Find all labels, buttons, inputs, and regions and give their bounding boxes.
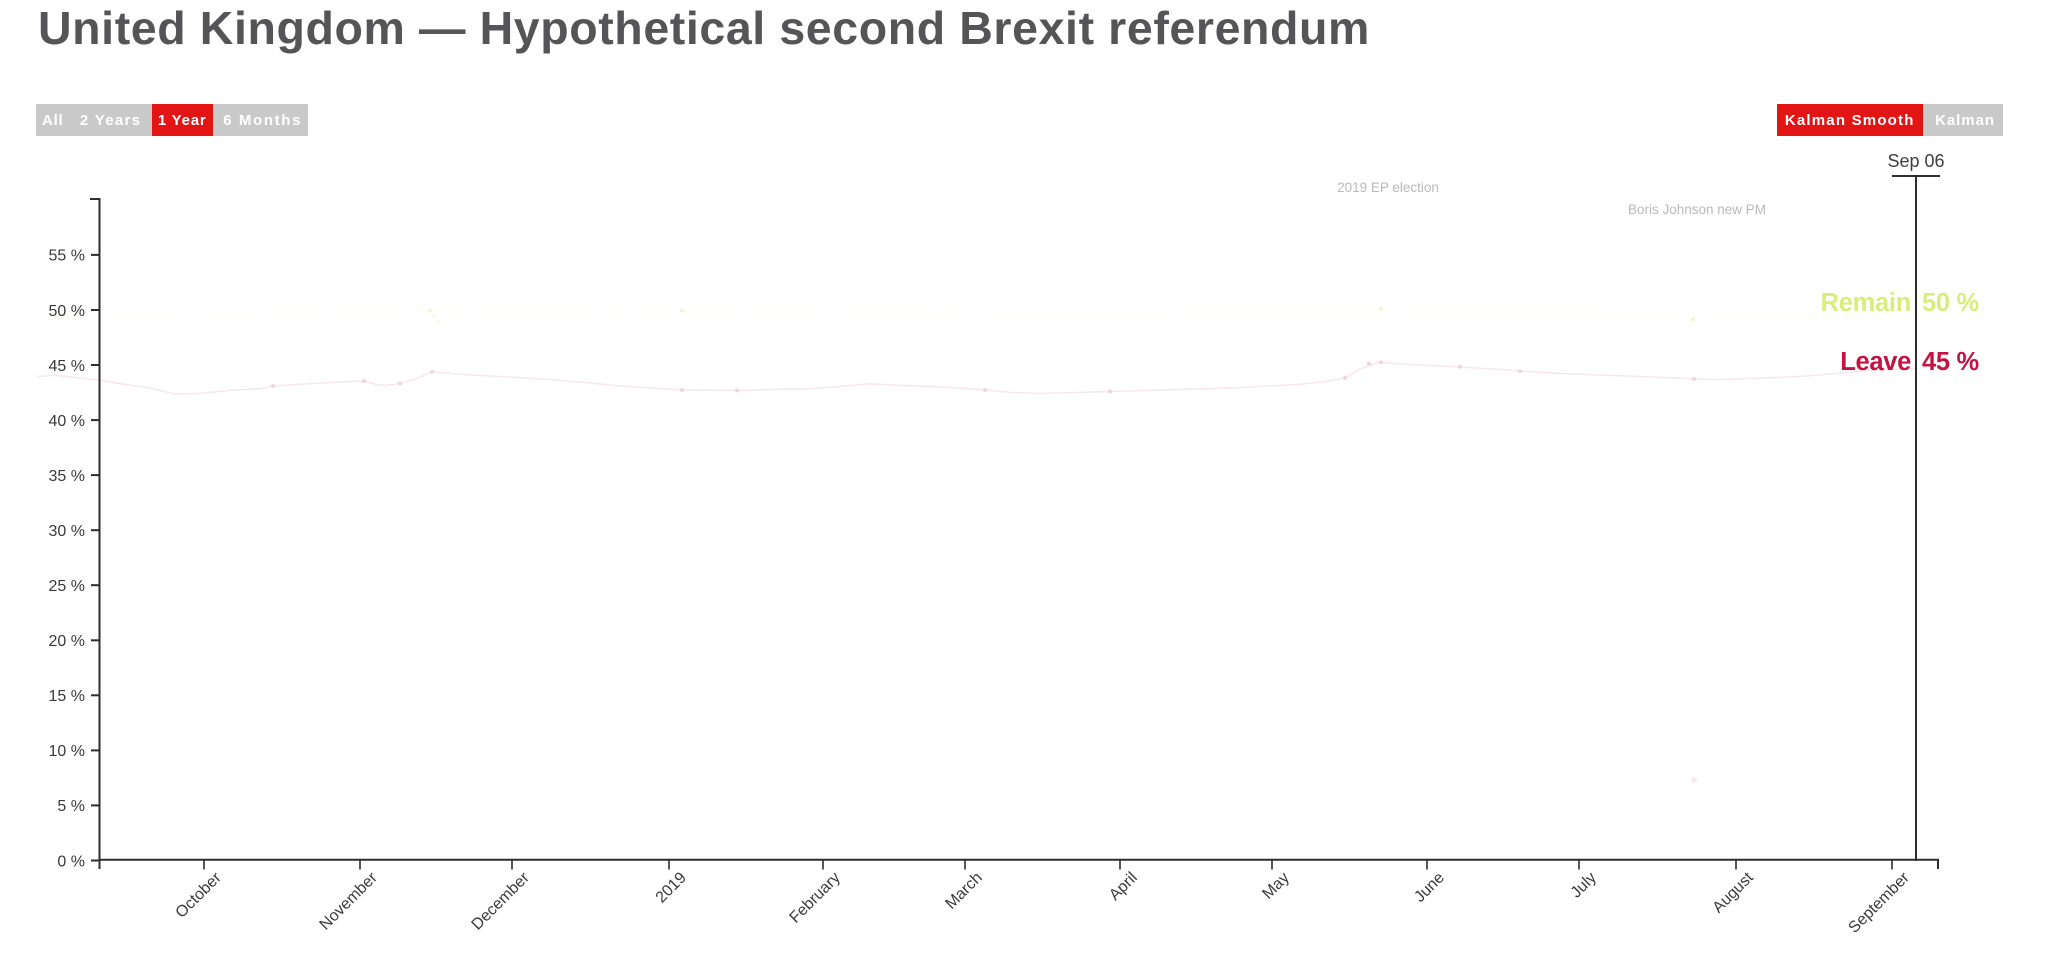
svg-text:May: May — [1259, 869, 1292, 902]
svg-text:40 %: 40 % — [49, 413, 85, 430]
svg-text:0 %: 0 % — [57, 853, 85, 870]
svg-text:2019 EP election: 2019 EP election — [1337, 180, 1439, 195]
svg-text:February: February — [787, 869, 844, 926]
svg-text:5 %: 5 % — [57, 798, 85, 815]
svg-text:April: April — [1106, 869, 1141, 904]
svg-text:August: August — [1710, 869, 1758, 917]
svg-text:30 %: 30 % — [49, 523, 85, 540]
svg-text:June: June — [1411, 869, 1448, 906]
svg-text:20 %: 20 % — [49, 633, 85, 650]
svg-text:15 %: 15 % — [49, 688, 85, 705]
svg-text:Boris Johnson new PM: Boris Johnson new PM — [1628, 202, 1766, 217]
svg-text:March: March — [942, 869, 985, 912]
svg-text:55 %: 55 % — [49, 248, 85, 265]
svg-text:25 %: 25 % — [49, 578, 85, 595]
svg-text:July: July — [1568, 869, 1600, 901]
svg-text:2019: 2019 — [653, 869, 690, 906]
svg-text:50 %: 50 % — [1922, 289, 1979, 317]
svg-text:November: November — [317, 869, 382, 934]
svg-text:Sep 06: Sep 06 — [1887, 151, 1944, 171]
svg-text:10 %: 10 % — [49, 743, 85, 760]
svg-text:December: December — [469, 869, 534, 934]
svg-text:45 %: 45 % — [49, 358, 85, 375]
svg-text:October: October — [173, 869, 226, 922]
svg-text:35 %: 35 % — [49, 468, 85, 485]
svg-text:45 %: 45 % — [1922, 348, 1979, 376]
svg-text:September: September — [1845, 869, 1913, 937]
svg-text:Leave: Leave — [1840, 348, 1911, 376]
svg-text:Remain: Remain — [1821, 289, 1911, 317]
svg-text:50 %: 50 % — [49, 303, 85, 320]
